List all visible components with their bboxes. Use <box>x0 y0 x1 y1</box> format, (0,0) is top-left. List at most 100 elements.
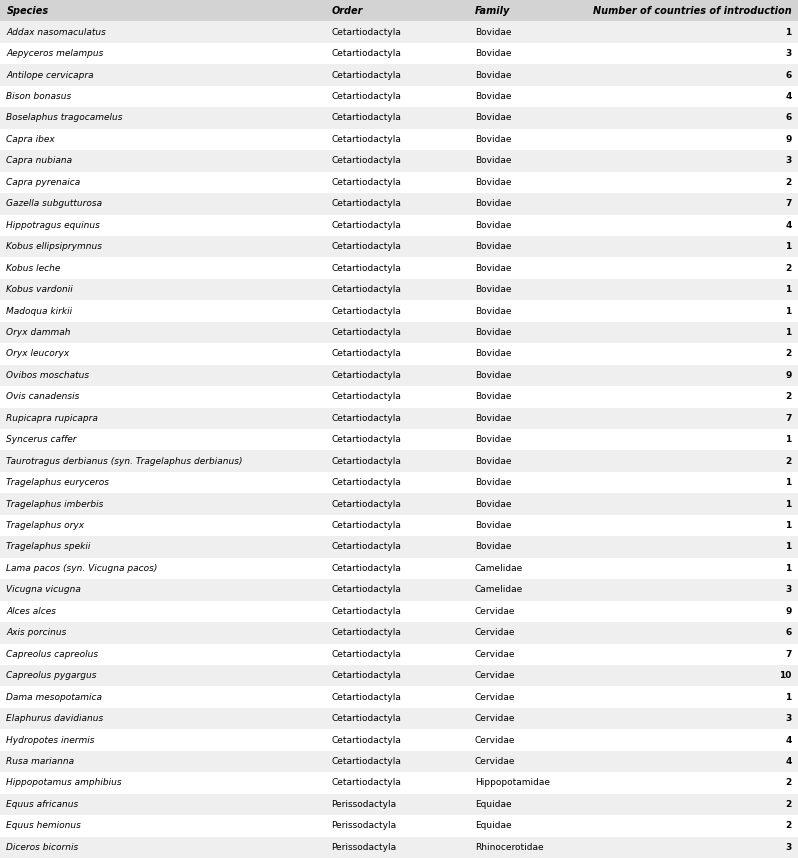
Text: Taurotragus derbianus (syn. Tragelaphus derbianus): Taurotragus derbianus (syn. Tragelaphus … <box>6 456 243 466</box>
Bar <box>0 794 798 815</box>
Bar <box>0 601 798 622</box>
Text: Species: Species <box>6 6 49 15</box>
Bar <box>0 837 798 858</box>
Text: Rhinocerotidae: Rhinocerotidae <box>475 843 543 852</box>
Text: Cetartiodactyla: Cetartiodactyla <box>331 92 401 101</box>
Text: Cetartiodactyla: Cetartiodactyla <box>331 607 401 616</box>
Text: Bovidae: Bovidae <box>475 306 512 316</box>
Bar <box>0 815 798 837</box>
Text: Cetartiodactyla: Cetartiodactyla <box>331 371 401 380</box>
Bar <box>0 429 798 450</box>
Text: Cetartiodactyla: Cetartiodactyla <box>331 414 401 423</box>
Text: Capra pyrenaica: Capra pyrenaica <box>6 178 81 187</box>
Text: Bovidae: Bovidae <box>475 70 512 80</box>
Text: Vicugna vicugna: Vicugna vicugna <box>6 585 81 595</box>
Text: 1: 1 <box>785 478 792 487</box>
Bar <box>0 365 798 386</box>
Text: Bovidae: Bovidae <box>475 456 512 466</box>
Text: Cetartiodactyla: Cetartiodactyla <box>331 650 401 659</box>
Bar <box>0 472 798 493</box>
Text: Bovidae: Bovidae <box>475 221 512 230</box>
Text: 2: 2 <box>785 800 792 809</box>
Text: 4: 4 <box>785 92 792 101</box>
Text: Number of countries of introduction: Number of countries of introduction <box>593 6 792 15</box>
Text: Camelidae: Camelidae <box>475 564 523 573</box>
Text: Kobus leche: Kobus leche <box>6 263 61 273</box>
Text: 2: 2 <box>785 178 792 187</box>
Text: Cetartiodactyla: Cetartiodactyla <box>331 757 401 766</box>
Text: Equus hemionus: Equus hemionus <box>6 821 81 831</box>
Text: 1: 1 <box>785 521 792 530</box>
Bar <box>0 579 798 601</box>
Text: 7: 7 <box>785 650 792 659</box>
Text: Cetartiodactyla: Cetartiodactyla <box>331 714 401 723</box>
Text: Cervidae: Cervidae <box>475 757 516 766</box>
Bar <box>0 193 798 214</box>
Text: Cervidae: Cervidae <box>475 714 516 723</box>
Text: Ovis canadensis: Ovis canadensis <box>6 392 80 402</box>
Text: Camelidae: Camelidae <box>475 585 523 595</box>
Text: 10: 10 <box>779 671 792 680</box>
Text: 1: 1 <box>785 542 792 552</box>
Bar <box>0 300 798 322</box>
Text: Syncerus caffer: Syncerus caffer <box>6 435 77 444</box>
Text: 7: 7 <box>785 199 792 208</box>
Text: Kobus vardonii: Kobus vardonii <box>6 285 73 294</box>
Bar <box>0 622 798 644</box>
Text: Rusa marianna: Rusa marianna <box>6 757 74 766</box>
Text: Bovidae: Bovidae <box>475 156 512 166</box>
Bar <box>0 772 798 794</box>
Bar <box>0 64 798 86</box>
Text: Cervidae: Cervidae <box>475 628 516 637</box>
Text: 1: 1 <box>785 285 792 294</box>
Text: Cetartiodactyla: Cetartiodactyla <box>331 306 401 316</box>
Text: Cervidae: Cervidae <box>475 735 516 745</box>
Bar <box>0 0 798 21</box>
Bar <box>0 257 798 279</box>
Text: Dama mesopotamica: Dama mesopotamica <box>6 692 102 702</box>
Text: Perissodactyla: Perissodactyla <box>331 843 397 852</box>
Bar <box>0 129 798 150</box>
Text: Kobus ellipsiprymnus: Kobus ellipsiprymnus <box>6 242 102 251</box>
Text: Cetartiodactyla: Cetartiodactyla <box>331 49 401 58</box>
Text: Hydropotes inermis: Hydropotes inermis <box>6 735 95 745</box>
Bar <box>0 408 798 429</box>
Text: 2: 2 <box>785 821 792 831</box>
Text: 7: 7 <box>785 414 792 423</box>
Text: 6: 6 <box>785 70 792 80</box>
Text: Bovidae: Bovidae <box>475 435 512 444</box>
Text: Perissodactyla: Perissodactyla <box>331 800 397 809</box>
Text: Alces alces: Alces alces <box>6 607 57 616</box>
Text: Bovidae: Bovidae <box>475 499 512 509</box>
Text: 4: 4 <box>785 221 792 230</box>
Text: Capra ibex: Capra ibex <box>6 135 55 144</box>
Text: Cetartiodactyla: Cetartiodactyla <box>331 564 401 573</box>
Text: Antilope cervicapra: Antilope cervicapra <box>6 70 94 80</box>
Text: Cetartiodactyla: Cetartiodactyla <box>331 221 401 230</box>
Text: 3: 3 <box>785 585 792 595</box>
Text: Equidae: Equidae <box>475 821 512 831</box>
Bar <box>0 665 798 686</box>
Text: Hippopotamus amphibius: Hippopotamus amphibius <box>6 778 122 788</box>
Text: Rupicapra rupicapra: Rupicapra rupicapra <box>6 414 98 423</box>
Text: 2: 2 <box>785 778 792 788</box>
Text: Bovidae: Bovidae <box>475 27 512 37</box>
Bar <box>0 214 798 236</box>
Text: Bovidae: Bovidae <box>475 371 512 380</box>
Bar <box>0 686 798 708</box>
Text: Hippotragus equinus: Hippotragus equinus <box>6 221 101 230</box>
Text: Oryx dammah: Oryx dammah <box>6 328 71 337</box>
Text: Bovidae: Bovidae <box>475 242 512 251</box>
Text: Bovidae: Bovidae <box>475 49 512 58</box>
Text: Equus africanus: Equus africanus <box>6 800 79 809</box>
Text: Madoqua kirkii: Madoqua kirkii <box>6 306 73 316</box>
Text: Bovidae: Bovidae <box>475 92 512 101</box>
Text: 9: 9 <box>785 135 792 144</box>
Text: Aepyceros melampus: Aepyceros melampus <box>6 49 104 58</box>
Text: Bovidae: Bovidae <box>475 135 512 144</box>
Text: Bovidae: Bovidae <box>475 263 512 273</box>
Text: 4: 4 <box>785 735 792 745</box>
Text: 1: 1 <box>785 27 792 37</box>
Text: Tragelaphus euryceros: Tragelaphus euryceros <box>6 478 109 487</box>
Text: Hippopotamidae: Hippopotamidae <box>475 778 550 788</box>
